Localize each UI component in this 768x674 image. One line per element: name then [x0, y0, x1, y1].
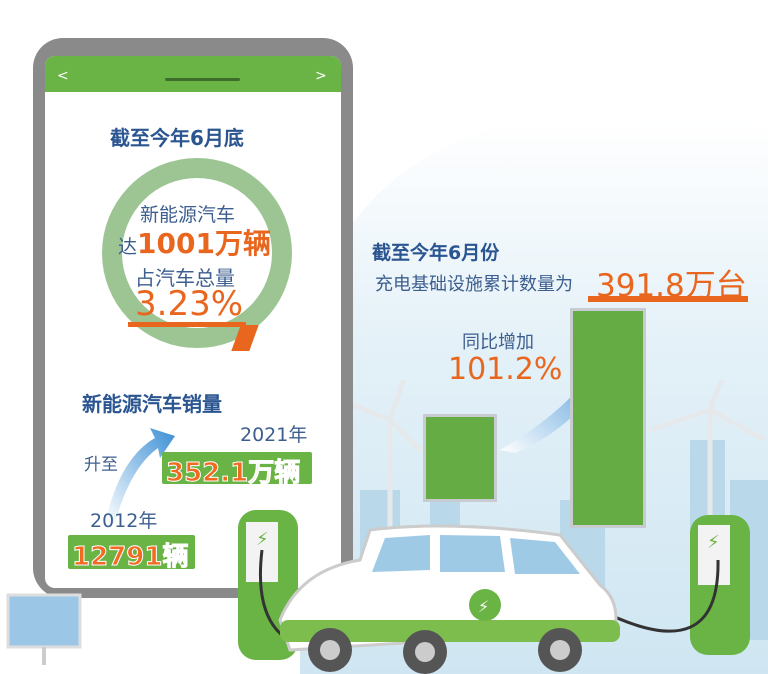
back-button[interactable]: <: [57, 68, 69, 84]
wind-turbine-right: [649, 380, 767, 580]
svg-text:⚡: ⚡: [256, 529, 269, 550]
ring-line2-prefix: 达: [118, 236, 138, 258]
ring-line2: 达1001万辆: [118, 222, 271, 262]
ev-scene: ⚡ ⚡ ⚡: [6, 510, 750, 674]
growth-value: 101.2%: [448, 352, 563, 387]
electric-car-icon: ⚡: [278, 524, 620, 674]
total-underline: [588, 296, 748, 302]
value-2012: 12791辆: [71, 542, 189, 573]
ev-count: 1001万辆: [137, 227, 271, 260]
phone-title: 截至今年6月底: [110, 126, 244, 150]
ring-line3: 占汽车总量: [135, 266, 235, 290]
solar-panel-icon: [6, 593, 82, 665]
ring-line1: 新能源汽车: [140, 204, 236, 226]
charging-title: 截至今年6月份: [372, 242, 500, 264]
charging-subtitle: 充电基础设施累计数量为: [375, 274, 573, 295]
charger-right-icon: ⚡: [690, 515, 750, 655]
share-underline: [128, 322, 246, 327]
svg-text:⚡: ⚡: [707, 532, 720, 553]
phone-header: < >: [45, 56, 341, 92]
year-2012: 2012年: [90, 510, 158, 532]
speaker-bar: [165, 78, 240, 81]
forward-button[interactable]: >: [315, 68, 327, 84]
bar-current-year: [570, 308, 646, 528]
share-percent: 3.23%: [135, 284, 244, 324]
value-2012-box: 12791辆: [68, 535, 195, 573]
rise-label: 升至: [84, 455, 118, 475]
svg-text:⚡: ⚡: [478, 597, 489, 616]
bar-previous-year: [423, 414, 497, 502]
value-2021-box: 352.1万辆: [162, 452, 312, 489]
rise-arrow-icon: [105, 428, 175, 523]
year-2021: 2021年: [240, 424, 308, 446]
value-2021: 352.1万辆: [165, 458, 301, 489]
growth-label: 同比增加: [462, 332, 534, 353]
sales-title: 新能源汽车销量: [82, 392, 222, 416]
